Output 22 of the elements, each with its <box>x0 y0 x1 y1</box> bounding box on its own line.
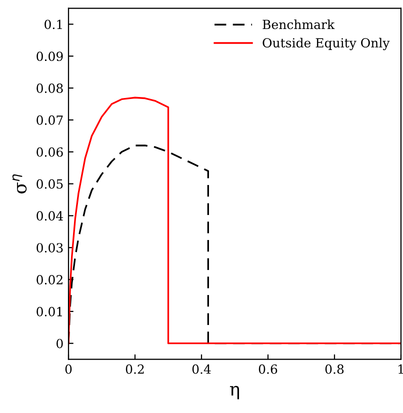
y-tick-label: 0.03 <box>36 243 63 253</box>
x-tick-label: 0.6 <box>258 364 278 374</box>
x-tick-label: 0.8 <box>325 364 344 374</box>
y-tick-label: 0.04 <box>36 211 64 221</box>
y-axis-title: σ$^{η}$ <box>12 174 27 194</box>
line-series <box>68 96 401 344</box>
y-tick-label: 0.06 <box>36 147 63 157</box>
x-axis-title: η <box>230 386 240 400</box>
y-tick-label: 0.05 <box>36 179 63 189</box>
legend-label: Outside Equity Only <box>262 38 390 50</box>
y-tick-label: 0.01 <box>36 306 62 316</box>
y-tick-label: 0.08 <box>36 84 63 93</box>
y-tick-label: 0 <box>56 338 63 348</box>
x-tick-label: 0 <box>65 364 72 374</box>
y-tick-label: 0.07 <box>36 115 63 125</box>
y-tick-label: 0.02 <box>36 275 62 284</box>
x-tick-label: 0.2 <box>126 364 144 374</box>
x-tick-label: 1 <box>398 364 403 374</box>
y-tick-label: 0.09 <box>36 52 63 62</box>
y-tick-label: 0.1 <box>44 20 62 30</box>
legend-label: Benchmark <box>262 20 335 30</box>
x-tick-label: 0.4 <box>192 364 211 374</box>
